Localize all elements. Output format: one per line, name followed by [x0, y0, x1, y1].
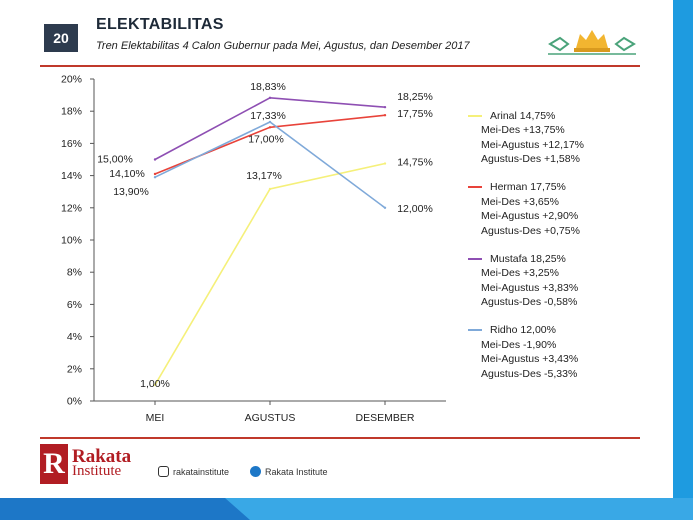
data-label-arinal: 14,75%	[397, 157, 433, 169]
page-title: ELEKTABILITAS	[96, 16, 224, 33]
legend-title: Herman 17,75%	[490, 181, 566, 193]
y-tick-label: 18%	[61, 106, 82, 118]
legend-detail: Mei-Des -1,90%	[481, 338, 557, 351]
footer-divider	[40, 437, 640, 439]
legend-swatch	[468, 114, 482, 117]
legend-swatch	[468, 329, 482, 331]
legend-entry-herman: Herman 17,75% Mei-Des +3,65% Mei-Agustus +…	[468, 180, 638, 239]
data-label-mustafa: 15,00%	[97, 154, 133, 166]
side-accent-stripe	[673, 0, 693, 520]
data-point-arinal	[153, 383, 157, 387]
y-tick-label: 10%	[61, 235, 82, 247]
data-label-arinal: 1,00%	[140, 378, 170, 390]
data-label-herman: 17,00%	[248, 133, 284, 145]
data-point-herman	[383, 114, 387, 117]
data-point-ridho	[383, 206, 387, 209]
facebook-icon	[250, 466, 261, 477]
ornament-logo-icon	[548, 30, 636, 55]
data-label-mustafa: 18,83%	[250, 81, 286, 93]
rakata-logo-mark-icon: R	[40, 444, 68, 484]
data-label-arinal: 13,17%	[246, 170, 282, 182]
data-label-ridho: 17,33%	[250, 110, 286, 122]
legend-detail: Mei-Des +3,25%	[481, 267, 559, 279]
x-tick-label: DESEMBER	[356, 412, 415, 424]
data-point-mustafa	[153, 158, 157, 161]
legend-detail: Mei-Agustus +3,83%	[481, 281, 579, 294]
instagram-text: rakatainstitute	[173, 466, 230, 477]
legend-detail: Agustus-Des -0,58%	[481, 296, 578, 308]
chart-legend: Arinal 14,75% Mei-Des +13,75% Mei-Agustus …	[468, 108, 638, 394]
data-point-arinal	[383, 162, 387, 165]
legend-detail: Agustus-Des +1,58%	[481, 153, 580, 165]
facebook-handle: Rakata Institute	[250, 466, 328, 477]
facebook-text: Rakata Institute	[265, 466, 328, 477]
legend-detail: Mei-Des +13,75%	[481, 124, 565, 136]
data-point-mustafa	[268, 96, 272, 100]
data-label-mustafa: 18,25%	[397, 91, 433, 103]
legend-detail: Agustus-Des -5,33%	[481, 367, 578, 380]
series-line-mustafa	[154, 97, 386, 161]
legend-title-row: Ridho 12,00%	[468, 323, 638, 338]
legend-entry-arinal: Arinal 14,75% Mei-Des +13,75% Mei-Agustus …	[468, 108, 638, 167]
y-tick-label: 16%	[61, 138, 82, 150]
data-label-ridho: 13,90%	[113, 186, 149, 198]
y-tick-label: 6%	[67, 299, 82, 311]
page-subtitle: Tren Elektabilitas 4 Calon Gubernur pada…	[96, 40, 470, 52]
bottom-accent-band-left	[0, 498, 250, 520]
legend-detail: Agustus-Des +0,75%	[481, 224, 580, 237]
legend-entry-mustafa: Mustafa 18,25% Mei-Des +3,25% Mei-Agustus …	[468, 251, 638, 310]
data-label-herman: 17,75%	[397, 108, 433, 120]
legend-detail: Mei-Agustus +12,17%	[481, 138, 585, 151]
legend-detail: Mei-Des +3,65%	[481, 195, 559, 208]
instagram-handle: rakatainstitute	[158, 466, 229, 477]
legend-detail: Mei-Agustus +2,90%	[481, 210, 579, 222]
legend-entry-ridho: Ridho 12,00% Mei-Des -1,90% Mei-Agustus +3…	[468, 323, 638, 382]
logo-name: Rakata	[72, 446, 132, 467]
header-divider	[40, 65, 640, 67]
y-tick-label: 8%	[67, 267, 82, 279]
legend-title-row: Mustafa 18,25%	[468, 251, 638, 266]
legend-title: Arinal 14,75%	[490, 109, 556, 122]
y-tick-label: 12%	[61, 202, 82, 214]
y-tick-label: 14%	[61, 170, 82, 182]
data-point-herman	[153, 172, 157, 176]
x-tick-label: AGUSTUS	[245, 412, 296, 424]
data-point-mustafa	[383, 105, 387, 109]
data-point-herman	[268, 126, 272, 129]
legend-swatch	[468, 257, 482, 260]
y-tick-label: 20%	[61, 74, 82, 86]
logo-subname: Institute	[72, 463, 122, 479]
data-label-ridho: 12,00%	[397, 203, 433, 215]
data-point-ridho	[153, 176, 157, 179]
slide-number-badge: 20	[44, 24, 78, 52]
data-label-herman: 14,10%	[109, 168, 145, 180]
y-tick-label: 4%	[67, 331, 82, 343]
instagram-icon	[158, 466, 169, 477]
legend-title: Mustafa 18,25%	[490, 252, 566, 265]
rakata-logo: R Rakata Institute	[40, 444, 131, 484]
legend-detail: Mei-Agustus +3,43%	[481, 353, 579, 365]
legend-swatch	[468, 186, 482, 188]
legend-title-row: Arinal 14,75%	[468, 108, 638, 123]
y-tick-label: 0%	[67, 396, 82, 408]
x-tick-label: MEI	[146, 412, 165, 424]
data-point-arinal	[268, 187, 272, 191]
series-line-arinal	[154, 162, 386, 386]
legend-title-row: Herman 17,75%	[468, 180, 638, 195]
y-tick-label: 2%	[67, 363, 82, 375]
data-point-ridho	[268, 120, 272, 124]
legend-title: Ridho 12,00%	[490, 324, 556, 336]
